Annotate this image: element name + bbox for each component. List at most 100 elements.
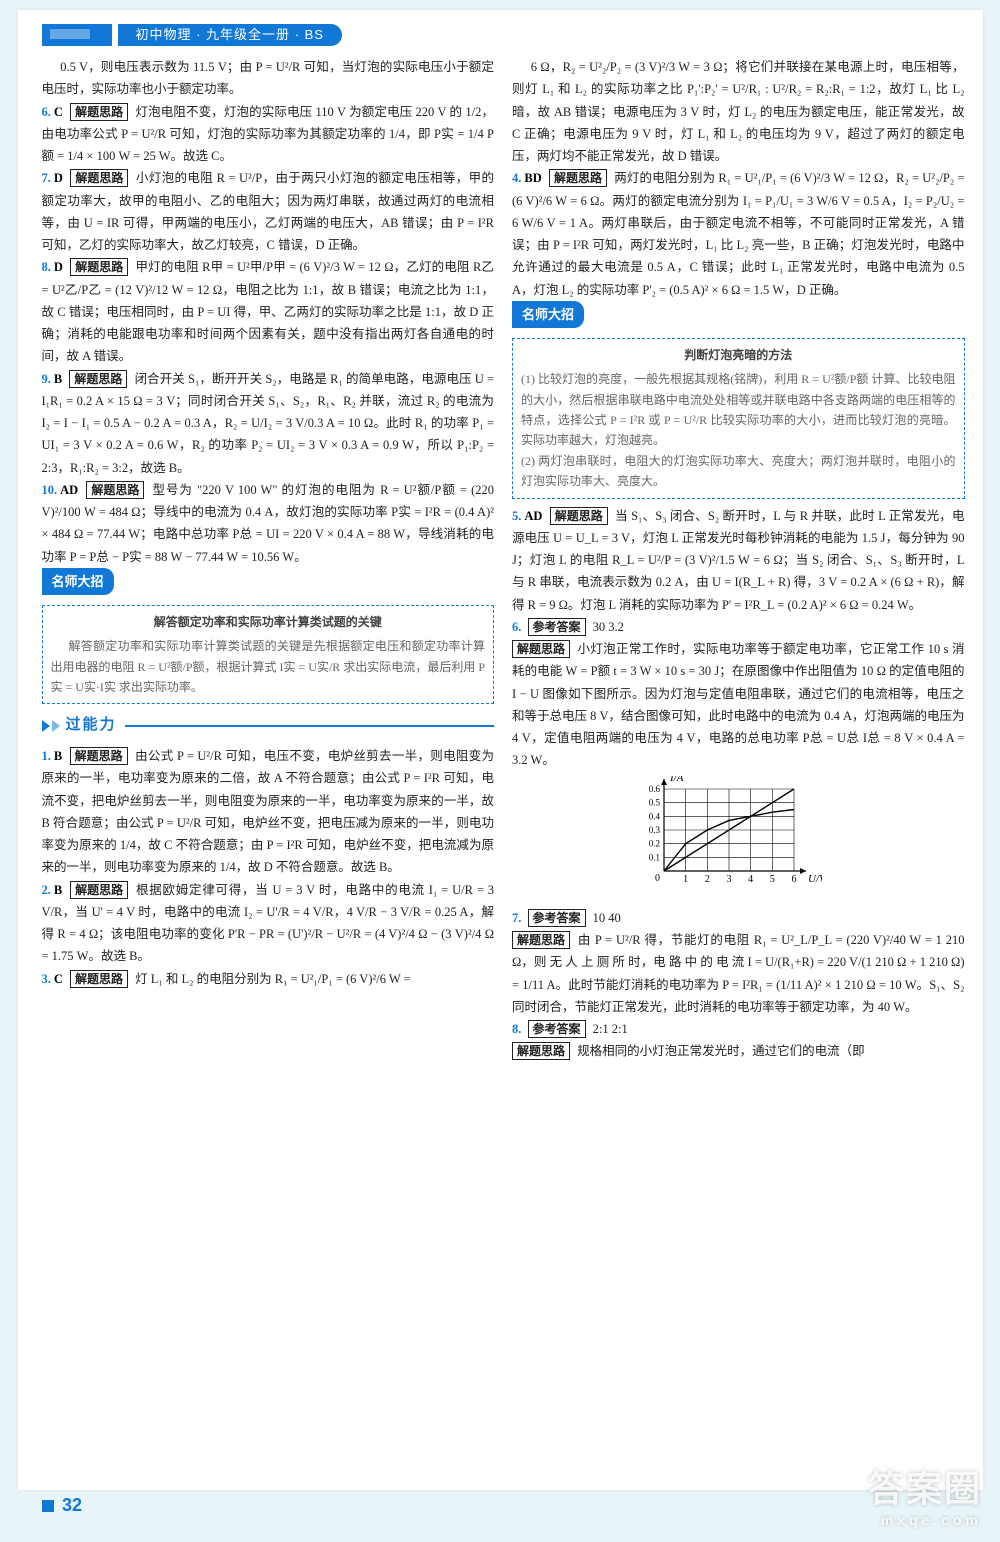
r7-text: 由 P = U²/R 得，节能灯的电阻 R₁ = U²_L/P_L = (220…	[512, 933, 965, 1014]
section-ability: 过能力	[42, 712, 495, 739]
svg-text:3: 3	[727, 874, 732, 885]
q7-num: 7.	[42, 171, 51, 185]
explain-tag: 解题思路	[69, 370, 127, 388]
b1-text: 由公式 P = U²/R 可知，电压不变，电炉丝剪去一半，则电阻变为原来的一半，…	[42, 749, 495, 874]
section-rule	[125, 725, 494, 727]
r8-ref: 2:1 2:1	[593, 1022, 628, 1036]
svg-text:6: 6	[792, 874, 797, 885]
r5-letter: AD	[524, 509, 542, 523]
chevron-icon	[52, 720, 60, 732]
left-cont-text: 0.5 V，则电压表示数为 11.5 V；由 P = U²/R 可知，当灯泡的实…	[42, 56, 495, 101]
q8-letter: D	[54, 260, 63, 274]
svg-text:2: 2	[705, 874, 710, 885]
ans-b2: 2.B 解题思路 根据欧姆定律可得，当 U = 3 V 时，电路中的电流 I₁ …	[42, 879, 495, 968]
svg-text:4: 4	[748, 874, 753, 885]
r6-ref: 30 3.2	[593, 620, 624, 634]
ans-r6: 6. 参考答案 30 3.2 解题思路 小灯泡正常工作时，实际电功率等于额定电功…	[512, 616, 965, 772]
q6-num: 6.	[42, 105, 51, 119]
tip-body-left: 解答额定功率和实际功率计算类试题的关键是先根据额定电压和额定功率计算出用电器的电…	[51, 636, 486, 697]
svg-text:1: 1	[683, 874, 688, 885]
tip-head-left: 解答额定功率和实际功率计算类试题的关键	[51, 612, 486, 632]
chevron-icon	[42, 720, 50, 732]
r8-num: 8.	[512, 1022, 521, 1036]
svg-text:0.6: 0.6	[649, 784, 661, 794]
column-right: 6 Ω，R₂ = U²₂/P₂ = (3 V)²/3 W = 3 Ω；将它们并联…	[512, 56, 965, 1472]
tip-r-l1: (1) 比较灯泡的亮度，一般先根据其规格(铭牌)，利用 R = U²额/P额 计…	[521, 369, 956, 451]
ref-tag: 参考答案	[528, 618, 586, 636]
r7-ref: 10 40	[593, 911, 621, 925]
page-number: 32	[42, 1495, 82, 1516]
iu-chart: 1 2 3 4 5 6 0.1 0.2 0.3 0.4 0.5 0.6 0 U/V I/A	[632, 776, 965, 903]
svg-text:0.3: 0.3	[649, 825, 661, 835]
header-logo-block	[42, 24, 112, 46]
tip-label: 名师大招	[42, 568, 114, 595]
r6-num: 6.	[512, 620, 521, 634]
q9-num: 9.	[42, 372, 51, 386]
chart-svg: 1 2 3 4 5 6 0.1 0.2 0.3 0.4 0.5 0.6 0 U/V I/A	[632, 776, 822, 896]
ans-b3: 3.C 解题思路 灯 L₁ 和 L₂ 的电阻分别为 R₁ = U²₁/P₁ = …	[42, 968, 495, 990]
explain-tag: 解题思路	[86, 481, 144, 499]
b1-num: 1.	[42, 749, 51, 763]
svg-text:0.4: 0.4	[649, 811, 661, 821]
tip-head-right: 判断灯泡亮暗的方法	[521, 345, 956, 365]
ans-6: 6.C 解题思路 灯泡电阻不变，灯泡的实际电压 110 V 为额定电压 220 …	[42, 101, 495, 168]
q10-letter: AD	[60, 483, 78, 497]
tip-r-l2: (2) 两灯泡串联时，电阻大的灯泡实际功率大、亮度大；两灯泡并联时，电阻小的灯泡…	[521, 451, 956, 492]
watermark-main: 答案圈	[868, 1468, 982, 1509]
svg-text:U/V: U/V	[808, 873, 822, 885]
watermark-sub: mxqe.com	[868, 1512, 982, 1528]
ans-8: 8.D 解题思路 甲灯的电阻 R甲 = U²甲/P甲 = (6 V)²/3 W …	[42, 256, 495, 367]
page-header: 初中物理 · 九年级全一册 · BS	[42, 24, 965, 46]
r4-num: 4.	[512, 171, 521, 185]
tip-box-right: 名师大招 判断灯泡亮暗的方法 (1) 比较灯泡的亮度，一般先根据其规格(铭牌)，…	[512, 301, 965, 499]
q9-letter: B	[54, 372, 62, 386]
explain-tag: 解题思路	[550, 507, 608, 525]
right-cont-text: 6 Ω，R₂ = U²₂/P₂ = (3 V)²/3 W = 3 Ω；将它们并联…	[512, 56, 965, 167]
b3-num: 3.	[42, 972, 51, 986]
r8-text: 规格相同的小灯泡正常发光时，通过它们的电流（即	[577, 1044, 865, 1058]
ans-r8: 8. 参考答案 2:1 2:1 解题思路 规格相同的小灯泡正常发光时，通过它们的…	[512, 1018, 965, 1063]
svg-text:5: 5	[770, 874, 775, 885]
ans-9: 9.B 解题思路 闭合开关 S₁，断开开关 S₂，电路是 R₁ 的简单电路，电源…	[42, 368, 495, 479]
ref-tag: 参考答案	[528, 909, 586, 927]
tip-label: 名师大招	[512, 301, 584, 328]
explain-tag: 解题思路	[70, 747, 128, 765]
b1-letter: B	[54, 749, 62, 763]
q10-num: 10.	[42, 483, 58, 497]
tip-box-left: 名师大招 解答额定功率和实际功率计算类试题的关键 解答额定功率和实际功率计算类试…	[42, 568, 495, 705]
explain-tag: 解题思路	[70, 258, 128, 276]
q7-letter: D	[54, 171, 63, 185]
ans-b1: 1.B 解题思路 由公式 P = U²/R 可知，电压不变，电炉丝剪去一半，则电…	[42, 745, 495, 879]
q8-num: 8.	[42, 260, 51, 274]
column-left: 0.5 V，则电压表示数为 11.5 V；由 P = U²/R 可知，当灯泡的实…	[42, 56, 495, 1472]
r4-text: 两灯的电阻分别为 R₁ = U²₁/P₁ = (6 V)²/3 W = 12 Ω…	[512, 171, 965, 296]
svg-text:0.1: 0.1	[649, 852, 660, 862]
ans-r4: 4.BD 解题思路 两灯的电阻分别为 R₁ = U²₁/P₁ = (6 V)²/…	[512, 167, 965, 301]
ref-tag: 参考答案	[528, 1020, 586, 1038]
svg-text:0.2: 0.2	[649, 838, 660, 848]
svg-text:0: 0	[655, 873, 660, 884]
explain-tag: 解题思路	[70, 970, 128, 988]
explain-tag: 解题思路	[70, 169, 128, 187]
ans-r5: 5.AD 解题思路 当 S₁、S₃ 闭合、S₂ 断开时，L 与 R 并联，此时 …	[512, 505, 965, 616]
explain-tag: 解题思路	[512, 1042, 570, 1060]
explain-tag: 解题思路	[70, 881, 128, 899]
b3-letter: C	[54, 972, 63, 986]
r6-text: 小灯泡正常工作时，实际电功率等于额定电功率，它正常工作 10 s 消耗的电能 W…	[512, 642, 965, 767]
watermark: 答案圈 mxqe.com	[868, 1460, 982, 1528]
svg-text:I/A: I/A	[669, 776, 684, 784]
b2-letter: B	[54, 883, 62, 897]
b2-num: 2.	[42, 883, 51, 897]
r5-num: 5.	[512, 509, 521, 523]
section-label: 过能力	[66, 712, 117, 739]
header-title: 初中物理 · 九年级全一册 · BS	[118, 24, 342, 46]
svg-text:0.5: 0.5	[649, 797, 661, 807]
q6-letter: C	[54, 105, 63, 119]
r4-letter: BD	[524, 171, 541, 185]
explain-tag: 解题思路	[512, 931, 570, 949]
explain-tag: 解题思路	[549, 169, 607, 187]
ans-r7: 7. 参考答案 10 40 解题思路 由 P = U²/R 得，节能灯的电阻 R…	[512, 907, 965, 1018]
ans-7: 7.D 解题思路 小灯泡的电阻 R = U²/P，由于两只小灯泡的额定电压相等，…	[42, 167, 495, 256]
explain-tag: 解题思路	[512, 640, 570, 658]
explain-tag: 解题思路	[70, 103, 128, 121]
